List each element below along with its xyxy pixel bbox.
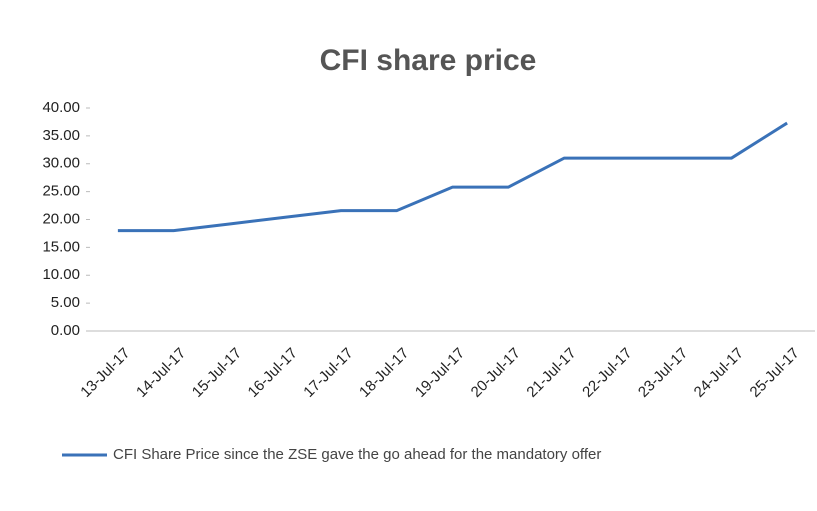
y-tick-label: 20.00	[42, 210, 80, 227]
y-tick-label: 35.00	[42, 127, 80, 144]
y-tick-label: 5.00	[51, 294, 80, 311]
y-tick-label: 25.00	[42, 183, 80, 200]
legend-label: CFI Share Price since the ZSE gave the g…	[113, 446, 601, 463]
y-tick-label: 10.00	[42, 266, 80, 283]
line	[117, 121, 788, 233]
chart-title: CFI share price	[320, 44, 537, 77]
y-tick-label: 30.00	[42, 155, 80, 172]
y-tick-label: 15.00	[42, 238, 80, 255]
y-tick-label: 40.00	[42, 99, 80, 116]
y-tick-label: 0.00	[51, 322, 80, 339]
